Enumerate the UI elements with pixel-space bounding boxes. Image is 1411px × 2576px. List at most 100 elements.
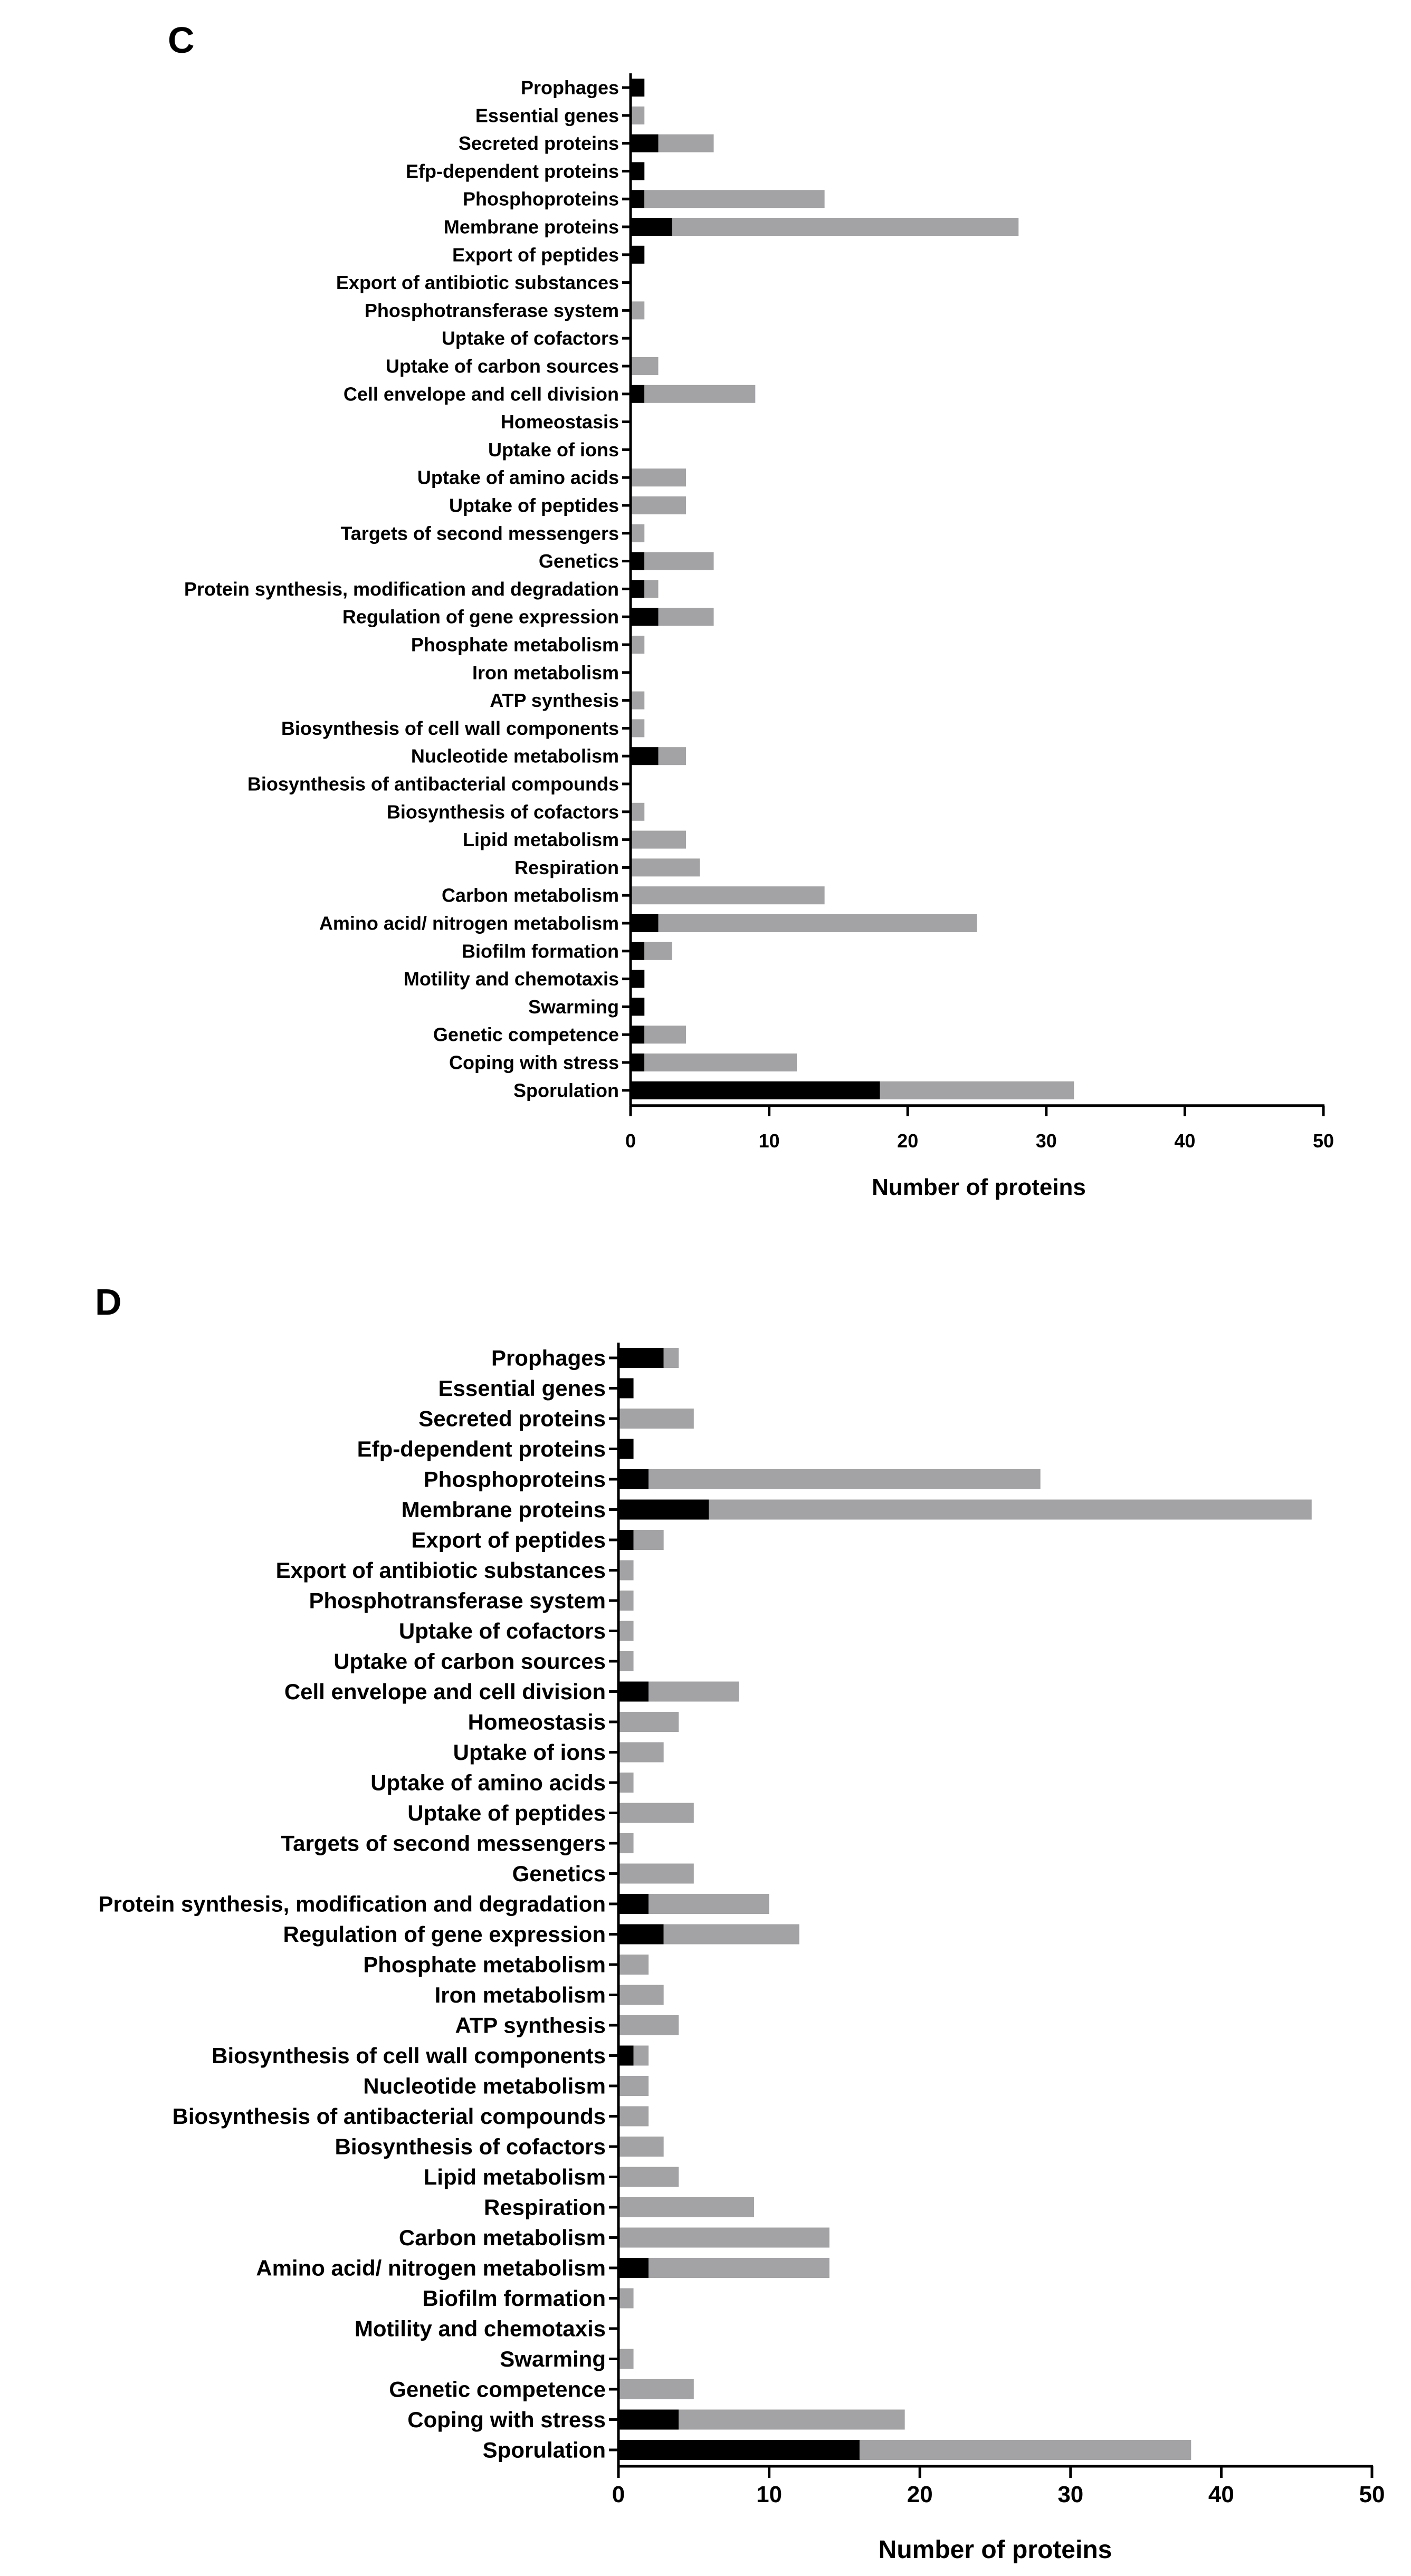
- bar-gray: [618, 1591, 634, 1611]
- category-label: Phosphotransferase system: [309, 1588, 606, 1613]
- category-label: Lipid metabolism: [463, 829, 619, 850]
- bar-gray: [649, 1681, 739, 1702]
- bar-gray: [618, 2106, 649, 2127]
- category-label: Motility and chemotaxis: [404, 968, 619, 990]
- bar-gray: [644, 190, 825, 208]
- category-label: Homeostasis: [501, 411, 619, 433]
- bar-gray: [644, 942, 672, 960]
- category-label: ATP synthesis: [490, 690, 619, 711]
- bar-gray: [631, 636, 645, 654]
- bar-gray: [618, 1955, 649, 1975]
- bar-gray: [859, 2440, 1191, 2460]
- bar-gray: [618, 2015, 679, 2035]
- category-label: Uptake of ions: [488, 439, 619, 461]
- bar-black: [631, 942, 645, 960]
- bar-black: [631, 1026, 645, 1044]
- category-label: Homeostasis: [468, 1710, 606, 1735]
- bar-gray: [631, 468, 687, 487]
- category-label: Biosynthesis of cell wall components: [212, 2043, 606, 2068]
- bar-gray: [709, 1499, 1312, 1520]
- category-label: Genetic competence: [433, 1024, 619, 1046]
- x-tick-label: 30: [1057, 2482, 1083, 2507]
- bar-black: [631, 747, 659, 765]
- bar-black: [618, 2045, 634, 2066]
- category-label: Cell envelope and cell division: [284, 1679, 606, 1704]
- category-label: Nucleotide metabolism: [363, 2074, 606, 2099]
- x-tick-label: 0: [612, 2482, 625, 2507]
- bar-gray: [618, 1985, 664, 2005]
- category-label: Secreted proteins: [459, 132, 619, 154]
- category-label: Phosphotransferase system: [365, 300, 619, 321]
- bar-gray: [618, 1712, 679, 1732]
- category-label: Prophages: [521, 77, 619, 99]
- category-label: Regulation of gene expression: [283, 1922, 606, 1947]
- category-label: Phosphate metabolism: [411, 634, 619, 656]
- bar-black: [631, 1081, 880, 1099]
- chart-panel-d: D Prophages Essential genes Secreted protei…: [95, 1281, 1385, 2564]
- bar-black: [631, 970, 645, 988]
- x-tick-label: 20: [897, 1130, 918, 1152]
- category-label: Export of antibiotic substances: [276, 1558, 606, 1583]
- bar-black: [618, 1348, 664, 1368]
- category-label: Uptake of ions: [453, 1740, 606, 1765]
- category-label: Respiration: [484, 2195, 606, 2220]
- category-label: Uptake of peptides: [449, 495, 619, 516]
- bar-gray: [649, 2258, 830, 2278]
- bar-black: [618, 1439, 634, 1459]
- bar-black: [631, 580, 645, 598]
- bar-black: [618, 1924, 664, 1945]
- bar-black: [631, 190, 645, 208]
- bar-gray: [644, 1054, 797, 1071]
- bar-gray: [618, 2076, 649, 2096]
- bar-gray: [649, 1894, 769, 1914]
- category-label: Biosynthesis of antibacterial compounds: [173, 2104, 606, 2129]
- category-label: Uptake of carbon sources: [386, 356, 619, 377]
- category-label: Biofilm formation: [422, 2286, 606, 2311]
- bar-gray: [618, 1773, 634, 1793]
- bar-gray: [631, 496, 687, 514]
- category-label: Swarming: [528, 996, 619, 1018]
- category-label: Motility and chemotaxis: [355, 2316, 606, 2341]
- bar-black: [618, 1530, 634, 1550]
- bar-black: [618, 2258, 649, 2278]
- category-label: Uptake of amino acids: [370, 1770, 606, 1795]
- bar-gray: [618, 1833, 634, 1853]
- category-label: Uptake of peptides: [407, 1801, 606, 1825]
- category-label: Cell envelope and cell division: [344, 383, 619, 405]
- category-label: Secreted proteins: [418, 1406, 606, 1431]
- category-label: Uptake of cofactors: [442, 328, 619, 349]
- bar-gray: [644, 385, 756, 403]
- bar-gray: [644, 580, 659, 598]
- category-label: Coping with stress: [449, 1052, 619, 1074]
- bar-gray: [649, 1469, 1041, 1489]
- x-tick-label: 40: [1208, 2482, 1234, 2507]
- category-label: Genetics: [539, 550, 619, 572]
- bar-black: [631, 552, 645, 570]
- x-tick-label: 20: [907, 2482, 933, 2507]
- bar-gray: [663, 1924, 799, 1945]
- bar-gray: [631, 301, 645, 320]
- category-label: Targets of second messengers: [340, 522, 619, 544]
- bar-black: [618, 2440, 860, 2460]
- category-label: Coping with stress: [407, 2407, 606, 2432]
- category-label: Prophages: [491, 1346, 606, 1371]
- category-label: Lipid metabolism: [424, 2165, 606, 2189]
- category-label: Iron metabolism: [435, 1983, 606, 2007]
- bar-gray: [618, 1409, 694, 1429]
- bar-gray: [880, 1081, 1074, 1099]
- bar-gray: [633, 2045, 649, 2066]
- panel-letter: C: [168, 20, 195, 61]
- bar-gray: [618, 1621, 634, 1641]
- category-label: Amino acid/ nitrogen metabolism: [256, 2256, 606, 2281]
- bar-black: [618, 1499, 709, 1520]
- category-label: Sporulation: [483, 2438, 606, 2463]
- category-label: Amino acid/ nitrogen metabolism: [319, 913, 619, 934]
- bar-black: [631, 134, 659, 152]
- x-axis-title: Number of proteins: [879, 2536, 1112, 2564]
- category-label: Respiration: [514, 857, 619, 878]
- chart-panel-c: C Prophages Essential genes Secreted protei…: [168, 20, 1334, 1200]
- category-label: Export of peptides: [411, 1528, 606, 1553]
- x-axis-title: Number of proteins: [872, 1174, 1086, 1200]
- bar-gray: [679, 2409, 905, 2430]
- bar-gray: [633, 1530, 664, 1550]
